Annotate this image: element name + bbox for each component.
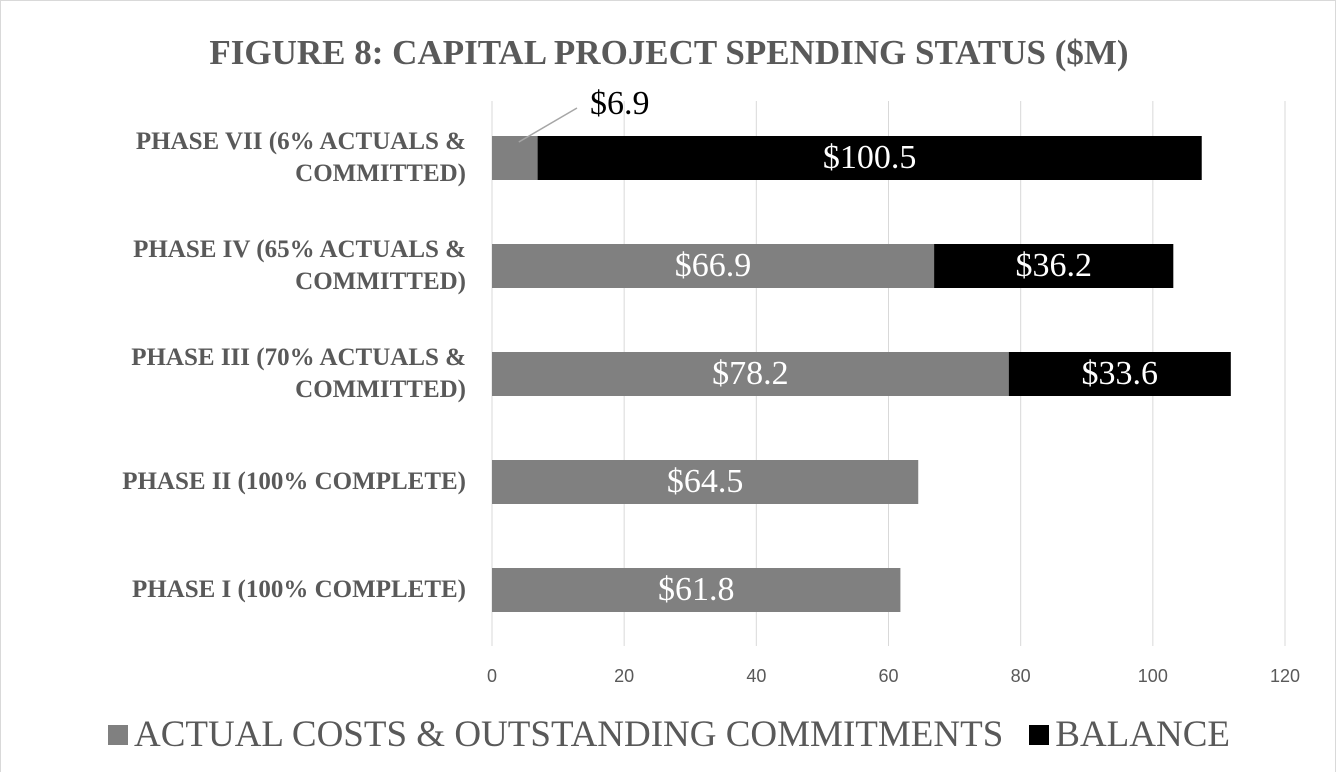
bar-segment — [492, 352, 1009, 396]
bar-segment — [492, 136, 538, 180]
data-label: $78.2 — [712, 355, 789, 392]
data-label: $33.6 — [1082, 355, 1159, 392]
x-tick-label: 100 — [1138, 666, 1168, 686]
category-label: PHASE II (100% COMPLETE) — [122, 468, 466, 495]
x-tick-label: 20 — [614, 666, 634, 686]
category-label: PHASE IV (65% ACTUALS & COMMITTED) — [133, 236, 466, 295]
legend-swatch — [107, 724, 128, 745]
bar-segment — [492, 244, 935, 288]
category-label: PHASE VII (6% ACTUALS & COMMITTED) — [135, 128, 466, 187]
legend-swatch — [1029, 724, 1050, 745]
bar-segment — [934, 244, 1174, 288]
legend-item: ACTUAL COSTS & OUTSTANDING COMMITMENTS — [107, 713, 1004, 756]
data-label: $61.8 — [658, 571, 735, 608]
data-label: $6.9 — [590, 85, 650, 122]
legend-item: BALANCE — [1029, 713, 1230, 756]
data-label: $64.5 — [667, 463, 744, 500]
bar-segment — [492, 460, 919, 504]
data-label: $36.2 — [1015, 247, 1092, 284]
x-tick-label: 0 — [487, 666, 497, 686]
category-label: PHASE I (100% COMPLETE) — [131, 576, 466, 603]
legend: ACTUAL COSTS & OUTSTANDING COMMITMENTS BA… — [1, 713, 1336, 756]
leader-line — [518, 107, 578, 143]
x-tick-label: 40 — [746, 666, 766, 686]
data-label: $100.5 — [823, 139, 917, 176]
x-tick-label: 80 — [1011, 666, 1031, 686]
x-tick-label: 60 — [878, 666, 898, 686]
legend-label: ACTUAL COSTS & OUTSTANDING COMMITMENTS — [133, 714, 1004, 755]
category-label: PHASE III (70% ACTUALS & COMMITTED) — [131, 344, 466, 403]
data-label: $66.9 — [675, 247, 752, 284]
bar-segment — [537, 136, 1202, 180]
bar-segment — [1008, 352, 1231, 396]
legend-label: BALANCE — [1055, 714, 1231, 755]
x-tick-label: 120 — [1270, 666, 1300, 686]
bar-segment — [492, 568, 901, 612]
chart-title: FIGURE 8: CAPITAL PROJECT SPENDING STATU… — [209, 33, 1128, 72]
